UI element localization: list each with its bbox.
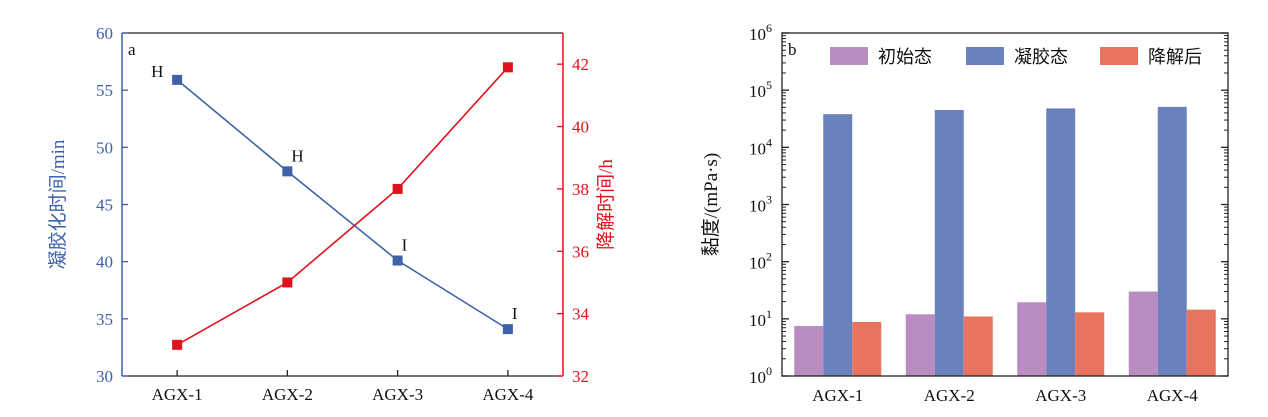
degradation-time-marker <box>172 339 183 350</box>
right-y-tick-label: 40 <box>572 118 589 137</box>
y-tick-label: 102 <box>749 250 772 273</box>
left-y-axis-title: 凝胶化时间/min <box>47 139 69 269</box>
bar-2 <box>934 109 964 377</box>
bar-3 <box>1075 312 1105 376</box>
gelation-time-marker <box>172 74 183 85</box>
bar-3 <box>963 316 993 376</box>
point-state-label: I <box>402 236 408 255</box>
x-tick-label: AGX-1 <box>812 386 863 405</box>
bar-1 <box>905 314 935 376</box>
legend-swatch-2 <box>966 47 1004 65</box>
x-tick-label: AGX-1 <box>152 385 203 404</box>
x-tick-label: AGX-2 <box>924 386 975 405</box>
x-tick-label: AGX-3 <box>372 385 423 404</box>
bar-1 <box>1017 302 1047 376</box>
degradation-time-marker <box>282 277 293 288</box>
left-y-tick-label: 45 <box>96 196 113 215</box>
y-tick-label: 101 <box>749 307 772 330</box>
legend-label-3: 降解后 <box>1148 47 1202 67</box>
legend-label-2: 凝胶态 <box>1014 47 1068 67</box>
bar-2 <box>1046 108 1076 377</box>
y-axis-title: 黏度/(mPa·s) <box>700 153 722 256</box>
left-y-tick-label: 60 <box>96 24 113 43</box>
panel-letter-b: b <box>788 40 797 59</box>
right-y-tick-label: 38 <box>572 180 589 199</box>
bar-2 <box>1157 106 1187 376</box>
legend-label-1: 初始态 <box>878 47 932 67</box>
left-y-tick-label: 30 <box>96 367 113 386</box>
degradation-time-marker <box>502 62 513 73</box>
x-tick-label: AGX-3 <box>1035 386 1086 405</box>
bar-2 <box>823 114 853 377</box>
y-tick-label: 106 <box>749 21 772 44</box>
bar-3 <box>852 322 882 376</box>
gelation-time-marker <box>282 166 293 177</box>
y-tick-label: 100 <box>749 364 772 387</box>
x-tick-label: AGX-4 <box>482 385 533 404</box>
legend-swatch-1 <box>830 47 868 65</box>
left-y-tick-label: 50 <box>96 138 113 157</box>
right-y-tick-label: 36 <box>572 242 589 261</box>
left-y-tick-label: 40 <box>96 253 113 272</box>
gelation-time-marker <box>502 324 513 335</box>
degradation-time-marker <box>392 183 403 194</box>
panel-letter-a: a <box>128 40 136 59</box>
chart-a-gelation-degradation: 30 35 40 45 50 55 60 32 34 36 38 40 42 AGX-1 AGX-2 AGX-… <box>47 24 617 404</box>
x-tick-label: AGX-2 <box>262 385 313 404</box>
right-y-axis-title: 降解时间/h <box>595 159 617 250</box>
gelation-time-marker <box>392 255 403 266</box>
gelation-time-line <box>176 79 509 330</box>
point-state-label: I <box>512 304 518 323</box>
bar-1 <box>794 325 824 376</box>
x-tick-label: AGX-4 <box>1147 386 1198 405</box>
legend-swatch-3 <box>1100 47 1138 65</box>
point-state-label: H <box>291 146 303 165</box>
point-state-label: H <box>151 62 163 81</box>
y-tick-label: 104 <box>749 135 772 158</box>
right-y-tick-label: 32 <box>572 367 589 386</box>
right-y-tick-label: 34 <box>572 305 590 324</box>
bar-3 <box>1186 309 1216 376</box>
y-tick-label: 103 <box>749 193 772 216</box>
chart-b-viscosity: 100 101 102 103 104 105 106 AGX-1 AGX-2 AGX-3 AGX-… <box>700 21 1229 405</box>
bar-1 <box>1128 291 1158 376</box>
y-tick-label: 105 <box>749 78 772 101</box>
degradation-time-line <box>176 66 509 346</box>
left-y-tick-label: 35 <box>96 310 113 329</box>
left-y-tick-label: 55 <box>96 81 113 100</box>
right-y-tick-label: 42 <box>572 55 589 74</box>
